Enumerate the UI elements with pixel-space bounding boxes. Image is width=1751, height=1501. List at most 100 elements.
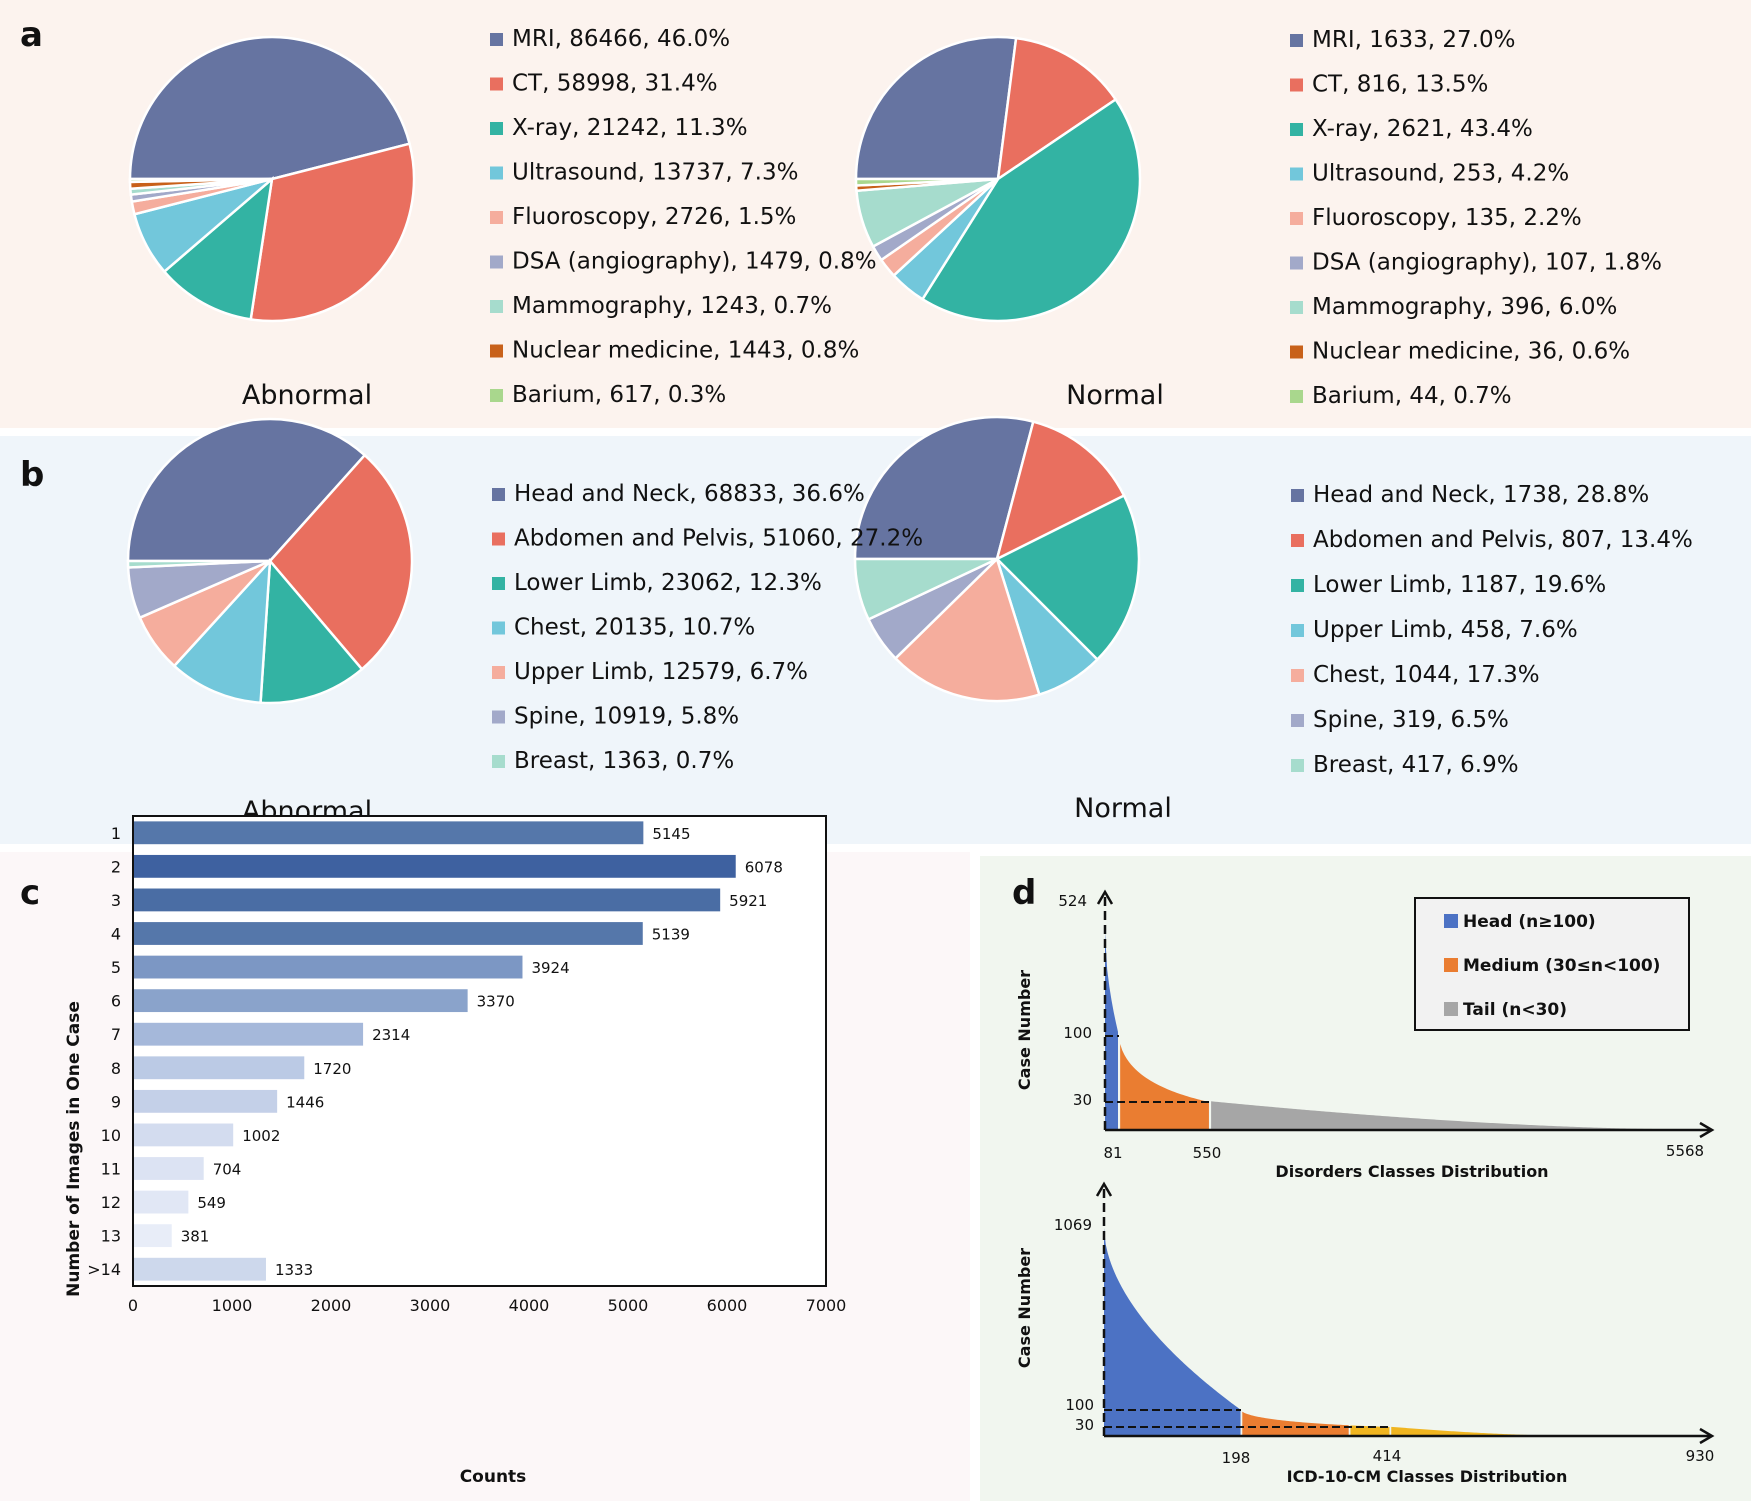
- bar-value-label: 3370: [477, 993, 515, 1011]
- legend-body-abnormal-swatch-1: [492, 532, 505, 546]
- icd-head-region: [1104, 1228, 1241, 1436]
- legend-modality-abnormal-swatch-6: [490, 300, 503, 313]
- legend-modality-normal-label-7: Nuclear medicine, 36, 0.6%: [1312, 339, 1630, 365]
- legend-body-abnormal-swatch-3: [492, 621, 505, 635]
- body-normal-slice-0: [853, 415, 1035, 561]
- legend-modality-normal-label-2: X-ray, 2621, 43.4%: [1312, 116, 1533, 142]
- legend-body-normal-label-1: Abdomen and Pelvis, 807, 13.4%: [1313, 527, 1693, 553]
- icd-x930-tick: 930: [1686, 1447, 1715, 1465]
- bar-category-label: >14: [87, 1260, 121, 1279]
- legend-modality-normal-swatch-7: [1290, 345, 1303, 359]
- panel-a-letter: a: [20, 15, 43, 55]
- icd-tail-region: [1391, 1426, 1565, 1436]
- legend-modality-normal-swatch-2: [1290, 123, 1303, 136]
- disorders-x5568-tick: 5568: [1666, 1142, 1704, 1160]
- icd-y100-tick: 100: [1065, 1396, 1094, 1414]
- legend-modality-abnormal-swatch-8: [490, 389, 503, 402]
- pie-title-a-normal: Normal: [1066, 380, 1164, 411]
- legend-body-normal-swatch-0: [1291, 489, 1304, 502]
- legend-tail-label: Tail (n<30): [1463, 1000, 1567, 1020]
- legend-body-normal-swatch-6: [1291, 759, 1304, 772]
- bar-value-label: 6078: [745, 858, 783, 876]
- modality-normal-slice-1: [996, 36, 1118, 182]
- icd-ymax-tick: 1069: [1054, 1216, 1092, 1234]
- x-tick-label: 5000: [608, 1296, 649, 1315]
- legend-body-abnormal-swatch-0: [492, 488, 505, 501]
- legend-modality-normal-swatch-8: [1290, 390, 1303, 403]
- modality-normal-slice-8: [854, 177, 999, 187]
- body-abnormal-slice-1: [268, 453, 414, 671]
- legend-modality-abnormal-swatch-1: [490, 77, 503, 91]
- bar-value-label: 1002: [242, 1127, 280, 1145]
- legend-body-part-normal: Head and Neck, 1738, 28.8% Abdomen and Pe…: [1291, 482, 1693, 778]
- modality-abnormal-slice-1: [249, 142, 416, 323]
- disorders-ymax-tick: 524: [1058, 892, 1087, 910]
- bar-value-label: 704: [213, 1161, 242, 1179]
- legend-modality-abnormal-swatch-0: [490, 33, 503, 46]
- bar-category-label: 12: [101, 1193, 121, 1212]
- bar-category-label: 6: [111, 992, 121, 1011]
- legend-modality-abnormal-swatch-4: [490, 211, 503, 224]
- legend-body-normal-label-3: Upper Limb, 458, 7.6%: [1313, 617, 1578, 643]
- legend-body-abnormal-swatch-6: [492, 755, 505, 768]
- legend-modality-abnormal-swatch-3: [490, 166, 503, 180]
- legend-modality-normal-label-4: Fluoroscopy, 135, 2.2%: [1312, 205, 1582, 231]
- legend-body-abnormal-label-1: Abdomen and Pelvis, 51060, 27.2%: [514, 526, 923, 552]
- bar-category-label: 13: [101, 1227, 121, 1246]
- bar-4: [134, 922, 643, 945]
- bar-5: [134, 955, 523, 979]
- icd-y-arrow-icon: [1095, 1181, 1113, 1197]
- disorders-tail-region: [1211, 1101, 1668, 1130]
- body-abnormal-slice-2: [259, 557, 364, 705]
- bar-chart-y-label: Number of Images in One Case: [64, 1001, 84, 1297]
- modality-abnormal-slice-8: [128, 177, 273, 184]
- disorders-x550-tick: 550: [1193, 1144, 1222, 1162]
- legend-modality-abnormal-label-6: Mammography, 1243, 0.7%: [512, 293, 832, 319]
- icd-x414-tick: 414: [1373, 1447, 1402, 1465]
- bar-category-label: 7: [111, 1025, 121, 1044]
- legend-modality-abnormal-label-8: Barium, 617, 0.3%: [512, 382, 726, 408]
- legend-body-normal-label-5: Spine, 319, 6.5%: [1313, 707, 1509, 733]
- bar-value-label: 1446: [286, 1093, 324, 1111]
- x-tick-label: 2000: [311, 1296, 352, 1315]
- bar-category-label: 9: [111, 1092, 121, 1111]
- body-normal-slice-4: [893, 556, 1041, 703]
- bar-value-label: 5139: [652, 926, 690, 944]
- bar-chart-x-label: Counts: [460, 1467, 527, 1487]
- legend-body-abnormal-label-3: Chest, 20135, 10.7%: [514, 615, 755, 641]
- legend-modality-abnormal-label-4: Fluoroscopy, 2726, 1.5%: [512, 204, 796, 230]
- legend-modality-normal: MRI, 1633, 27.0% CT, 816, 13.5% X-ray, 262…: [1290, 27, 1662, 409]
- distribution-legend: Head (n≥100) Medium (30≤n<100) Tail (n<3…: [1414, 897, 1690, 1031]
- bar-category-label: 4: [111, 925, 121, 944]
- bar-8: [134, 1056, 305, 1080]
- legend-head-label: Head (n≥100): [1463, 912, 1596, 932]
- bar-chart-images-per-case: 5145 1 6078 2 5921 3 5139 4 3924 5 3370 6 2314 7 1720 8…: [87, 815, 847, 1315]
- legend-body-normal-label-0: Head and Neck, 1738, 28.8%: [1313, 482, 1649, 508]
- legend-body-abnormal-label-0: Head and Neck, 68833, 36.6%: [514, 481, 865, 507]
- x-tick-label: 3000: [410, 1296, 451, 1315]
- bar-value-label: 381: [181, 1228, 210, 1246]
- x-tick-label: 6000: [707, 1296, 748, 1315]
- bar-chart-frame: [132, 815, 827, 1287]
- legend-modality-abnormal-label-5: DSA (angiography), 1479, 0.8%: [512, 249, 877, 275]
- legend-body-normal-swatch-3: [1291, 624, 1304, 637]
- modality-abnormal-slice-2: [162, 175, 274, 321]
- panel-d-letter: d: [1012, 873, 1036, 913]
- legend-modality-abnormal-swatch-2: [490, 122, 503, 135]
- bar-category-label: 1: [111, 824, 121, 843]
- bar-value-label: 5145: [652, 825, 690, 843]
- disorders-y30-tick: 30: [1073, 1091, 1092, 1109]
- legend-modality-normal-swatch-1: [1290, 78, 1303, 92]
- legend-tail-swatch: [1444, 1002, 1458, 1016]
- x-tick-label: 0: [128, 1296, 138, 1315]
- disorders-y-arrow-icon: [1096, 889, 1114, 905]
- icd-medium-yellow-region: [1350, 1425, 1390, 1436]
- legend-modality-abnormal-swatch-7: [490, 344, 503, 358]
- legend-modality-abnormal-label-0: MRI, 86466, 46.0%: [512, 26, 730, 52]
- body-normal-slice-1: [995, 420, 1126, 562]
- bar-6: [134, 989, 468, 1013]
- legend-modality-normal-swatch-4: [1290, 212, 1303, 225]
- x-tick-label: 7000: [806, 1296, 847, 1315]
- legend-modality-normal-label-0: MRI, 1633, 27.0%: [1312, 27, 1515, 53]
